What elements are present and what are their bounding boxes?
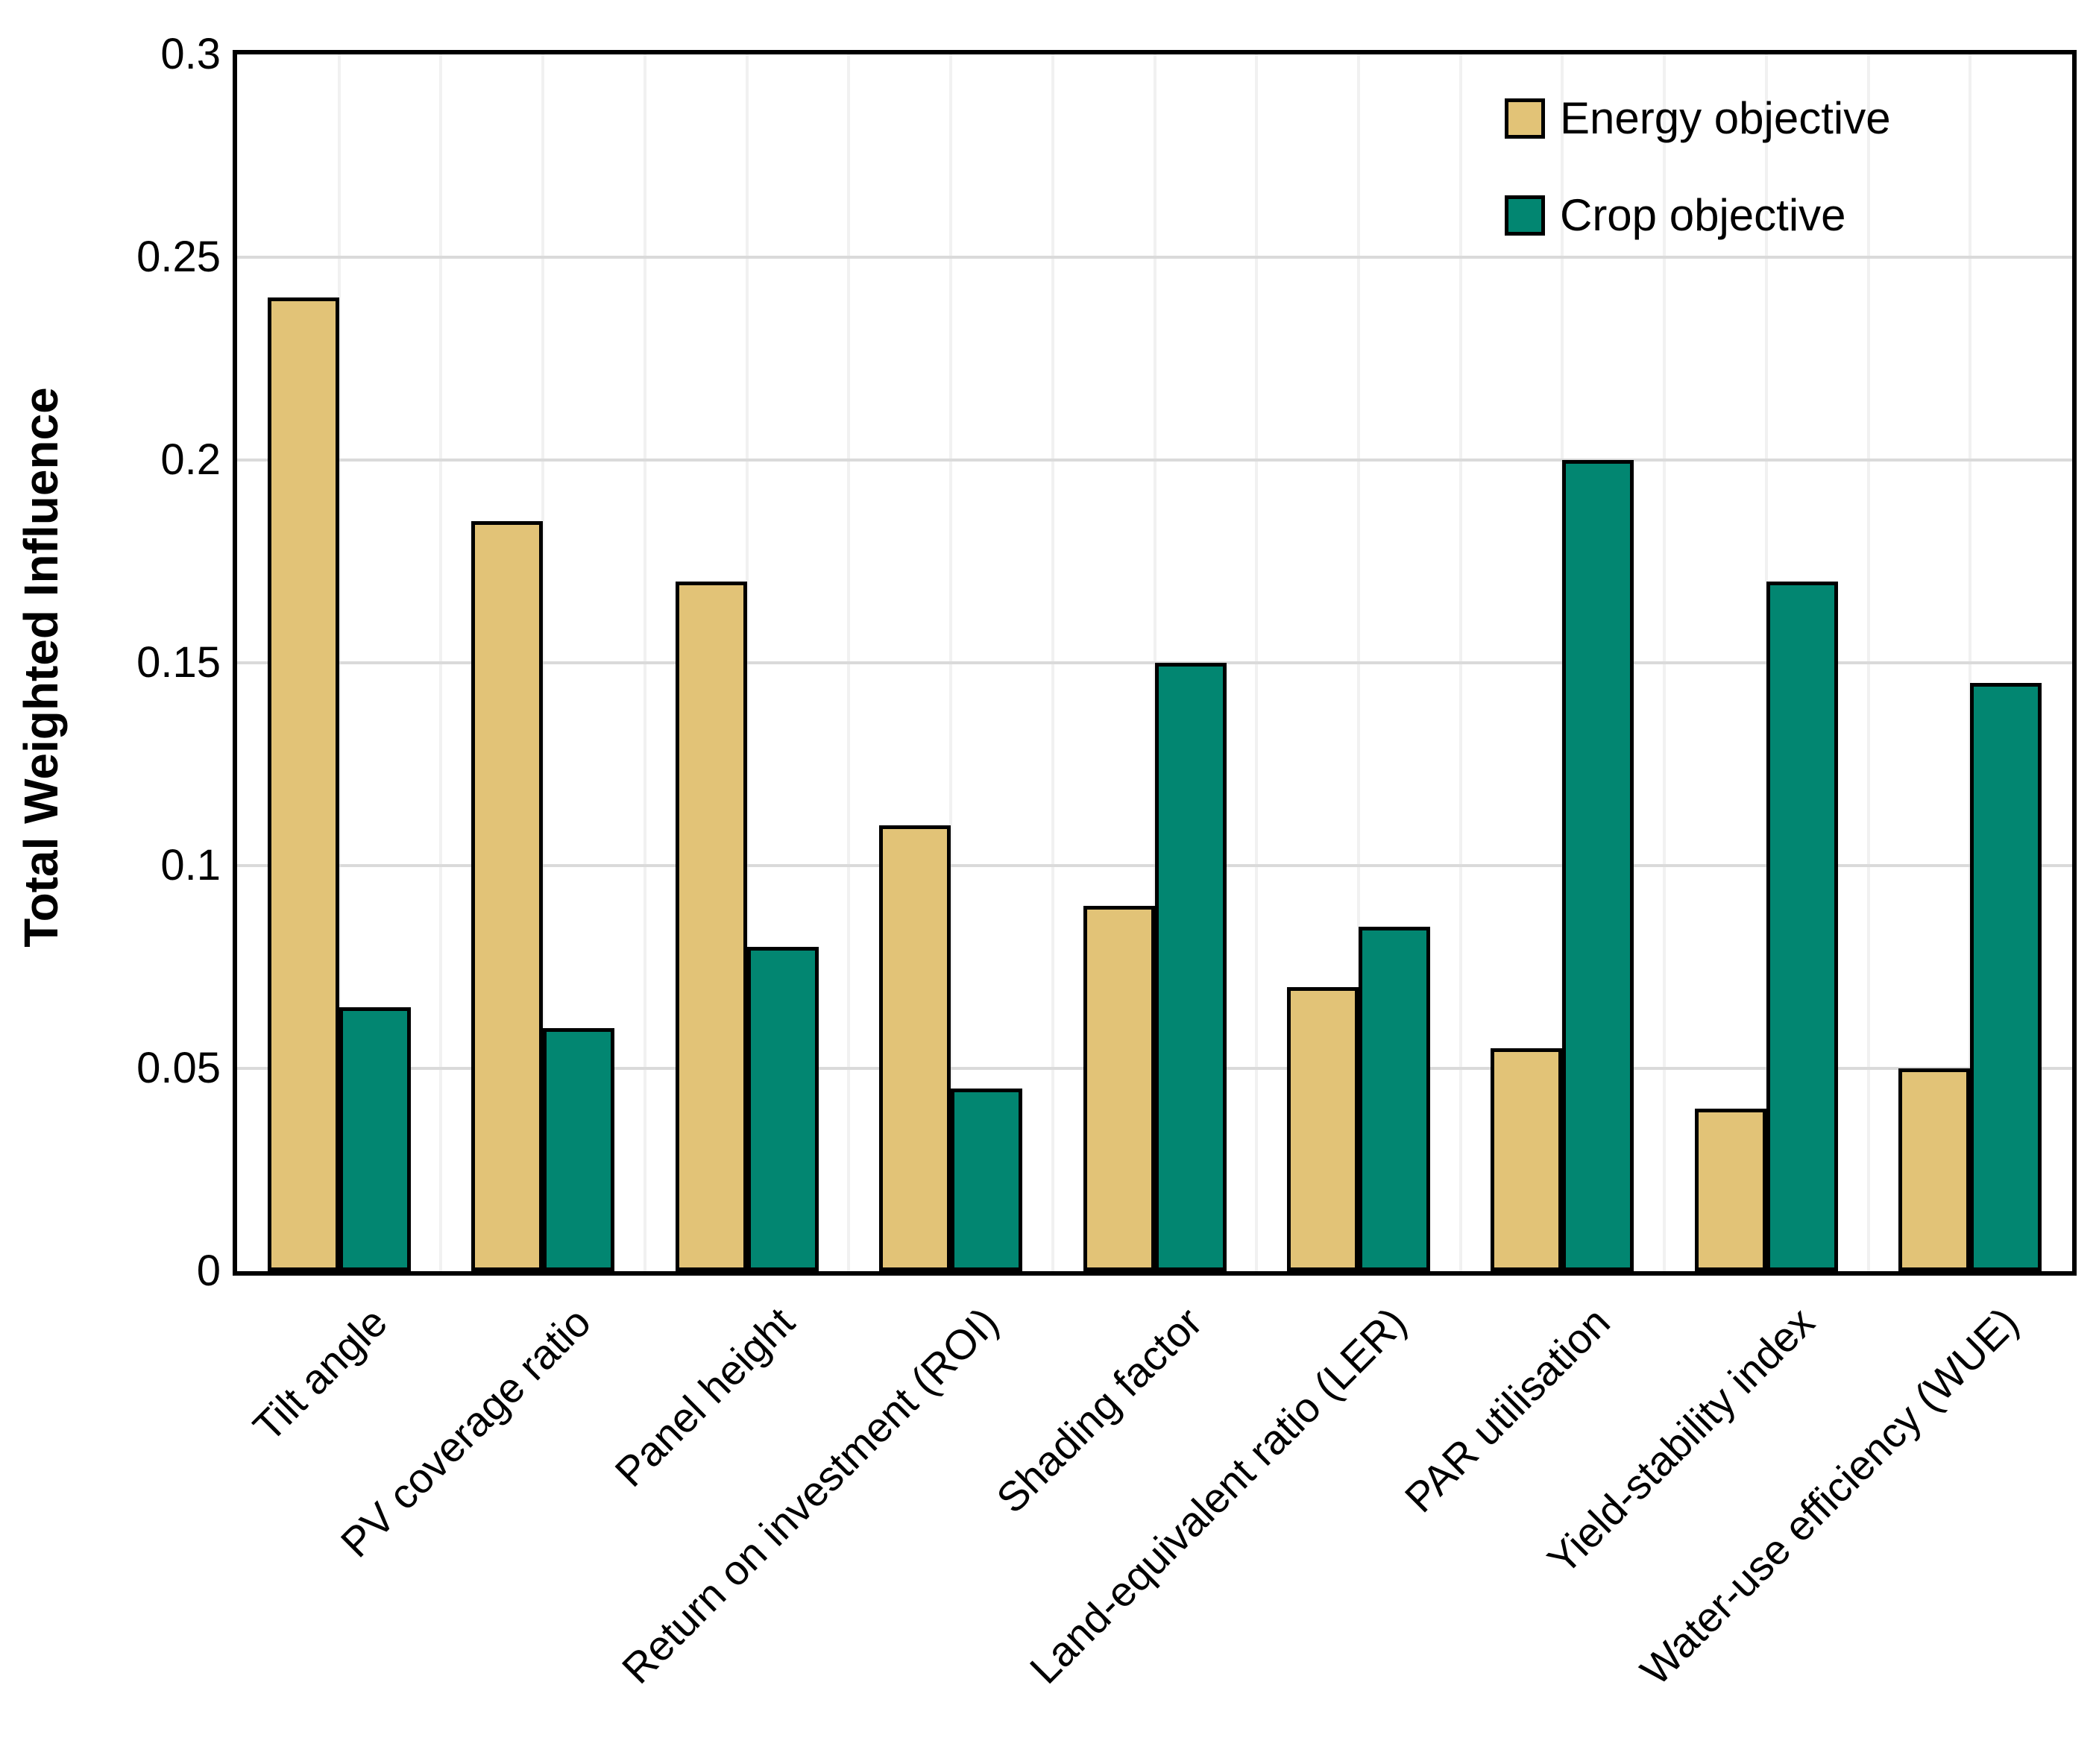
bar-crop-objective-pv-coverage-ratio (543, 1027, 615, 1271)
bar-crop-objective-return-on-investment-roi (951, 1089, 1023, 1271)
x-category-label-shading-factor: Shading factor (987, 1298, 1212, 1522)
plot-area: Energy objective Crop objective (233, 50, 2077, 1276)
bar-energy-objective-return-on-investment-roi (879, 825, 951, 1271)
y-tick-label-0.3: 0.3 (160, 30, 221, 78)
x-category-label-water-use-efficiency-wue: Water-use efficiency (WUE) (1631, 1298, 2027, 1695)
bar-energy-objective-tilt-angle (267, 297, 339, 1271)
legend-swatch-energy-objective (1505, 98, 1545, 139)
y-tick-label-0: 0 (196, 1247, 221, 1295)
bar-energy-objective-panel-height (675, 582, 747, 1271)
bar-energy-objective-pv-coverage-ratio (471, 520, 544, 1271)
x-category-label-return-on-investment-roi: Return on investment (ROI) (613, 1298, 1007, 1692)
x-category-label-panel-height: Panel height (605, 1298, 804, 1496)
legend-swatch-crop-objective (1505, 195, 1545, 236)
legend: Energy objective Crop objective (1505, 92, 1891, 242)
bar-crop-objective-par-utilisation (1562, 460, 1634, 1271)
bar-crop-objective-panel-height (746, 946, 819, 1271)
legend-label: Crop objective (1560, 190, 1846, 240)
horizontal-gridline (237, 459, 2072, 462)
y-tick-label-0.1: 0.1 (160, 841, 221, 889)
bar-energy-objective-yield-stability-index (1694, 1109, 1766, 1271)
legend-item-energy-objective: Energy objective (1505, 92, 1891, 145)
horizontal-gridline (237, 256, 2072, 259)
x-category-label-par-utilisation: PAR utilisation (1396, 1298, 1620, 1522)
y-tick-label-0.2: 0.2 (160, 435, 221, 484)
bar-energy-objective-shading-factor (1083, 906, 1155, 1271)
x-category-label-tilt-angle: Tilt angle (243, 1298, 396, 1451)
y-tick-label-0.15: 0.15 (136, 638, 221, 687)
bar-energy-objective-land-equivalent-ratio-ler (1286, 987, 1359, 1271)
bar-energy-objective-water-use-efficiency-wue (1898, 1068, 1971, 1271)
bar-crop-objective-land-equivalent-ratio-ler (1358, 926, 1430, 1271)
y-tick-label-0.05: 0.05 (136, 1044, 221, 1092)
bar-crop-objective-shading-factor (1154, 663, 1227, 1271)
x-category-label-land-equivalent-ratio-ler: Land-equivalent ratio (LER) (1020, 1298, 1415, 1693)
legend-label: Energy objective (1560, 93, 1891, 143)
bar-crop-objective-water-use-efficiency-wue (1970, 683, 2042, 1271)
bar-crop-objective-yield-stability-index (1766, 582, 1838, 1271)
legend-item-crop-objective: Crop objective (1505, 189, 1891, 242)
bar-energy-objective-par-utilisation (1491, 1048, 1563, 1271)
bar-crop-objective-tilt-angle (339, 1007, 411, 1271)
y-tick-label-0.25: 0.25 (136, 233, 221, 281)
